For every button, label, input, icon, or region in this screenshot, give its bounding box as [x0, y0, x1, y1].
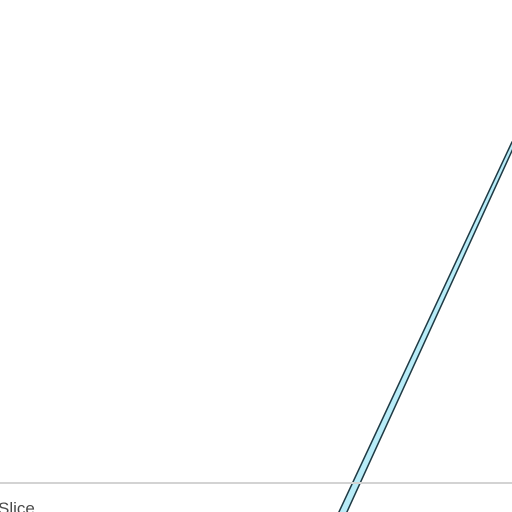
panel-divider: [0, 482, 512, 484]
slice-label: Slice: [0, 499, 35, 512]
diagonal-line-shape[interactable]: [338, 141, 512, 512]
